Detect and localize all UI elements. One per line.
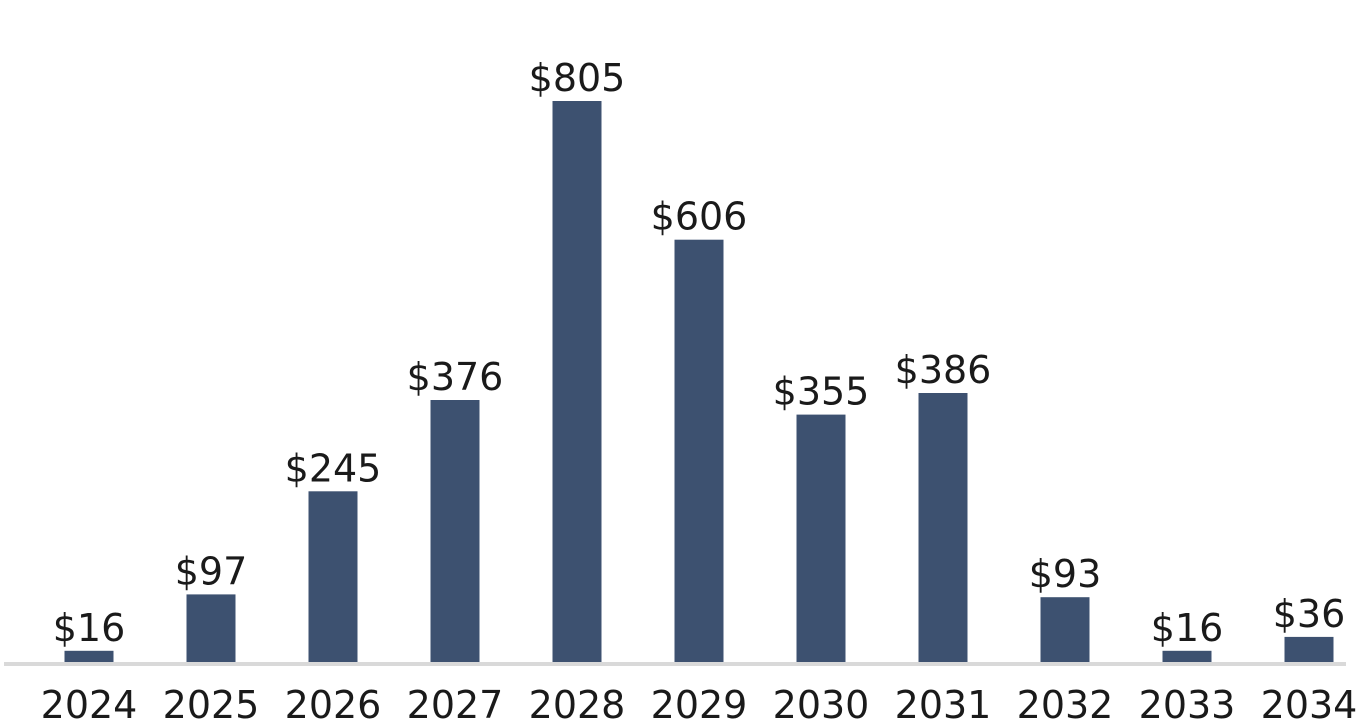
x-tick-label-2024: 2024: [41, 683, 138, 727]
x-tick-label-2030: 2030: [773, 683, 870, 727]
bar-2034: [1284, 636, 1334, 662]
data-label-2027: $376: [407, 355, 504, 399]
x-tick-label-2026: 2026: [285, 683, 382, 727]
x-tick-label-2025: 2025: [163, 683, 260, 727]
bar-2024: [64, 650, 114, 662]
data-label-2026: $245: [285, 446, 382, 490]
x-tick-label-2033: 2033: [1139, 683, 1236, 727]
x-tick-label-2034: 2034: [1261, 683, 1358, 727]
bar-2025: [186, 594, 236, 662]
bar-2026: [308, 491, 358, 662]
data-label-2031: $386: [895, 348, 992, 392]
data-label-2030: $355: [773, 370, 870, 414]
data-label-2032: $93: [1029, 552, 1102, 596]
bar-2032: [1040, 597, 1090, 662]
x-tick-labels-group: 2024 2025 2026 2027 2028 2029 2030 2031 2032 2033…: [41, 683, 1358, 727]
x-tick-label-2029: 2029: [651, 683, 748, 727]
bars-group: [64, 101, 1334, 662]
data-label-2034: $36: [1273, 592, 1346, 636]
x-tick-label-2028: 2028: [529, 683, 626, 727]
data-label-2028: $805: [529, 56, 626, 100]
data-label-2024: $16: [53, 606, 126, 650]
bar-2028: [552, 101, 602, 662]
data-label-2033: $16: [1151, 606, 1224, 650]
data-label-2025: $97: [175, 549, 248, 593]
data-labels-group: $16 $97 $245 $376 $805 $606 $355 $386 $93 $16 $36: [53, 56, 1346, 650]
bar-2031: [918, 393, 968, 662]
data-label-2029: $606: [651, 195, 748, 239]
bar-2030: [796, 414, 846, 662]
x-tick-label-2032: 2032: [1017, 683, 1114, 727]
bar-2033: [1162, 650, 1212, 662]
bar-2029: [674, 239, 724, 662]
x-tick-label-2027: 2027: [407, 683, 504, 727]
x-tick-label-2031: 2031: [895, 683, 992, 727]
bar-2027: [430, 400, 480, 662]
